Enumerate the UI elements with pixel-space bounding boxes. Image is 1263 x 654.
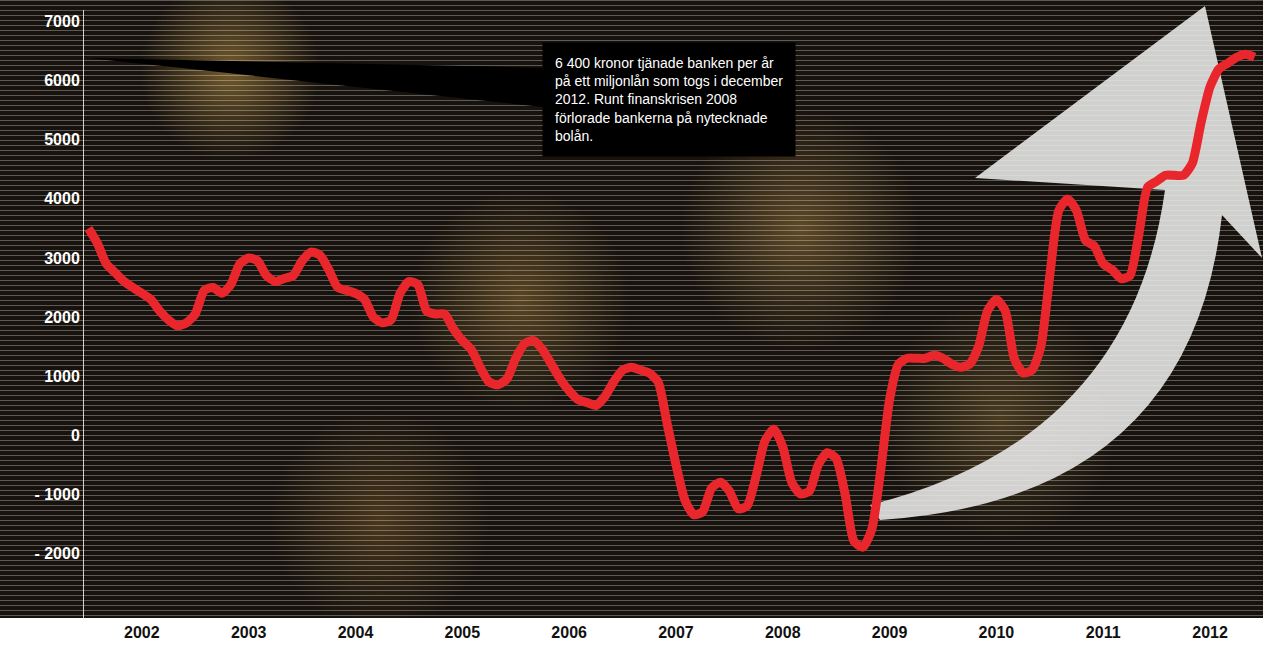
svg-text:2002: 2002 bbox=[124, 624, 160, 641]
svg-text:2005: 2005 bbox=[445, 624, 481, 641]
svg-text:6 400 kronor tjänade banken pe: 6 400 kronor tjänade banken per årpå ett… bbox=[555, 55, 783, 144]
svg-text:2009: 2009 bbox=[872, 624, 908, 641]
svg-text:7000: 7000 bbox=[44, 13, 80, 30]
svg-text:2010: 2010 bbox=[979, 624, 1015, 641]
svg-text:0: 0 bbox=[71, 427, 80, 444]
svg-text:5000: 5000 bbox=[44, 131, 80, 148]
svg-text:4000: 4000 bbox=[44, 190, 80, 207]
svg-text:- 1000: - 1000 bbox=[34, 486, 79, 503]
svg-text:2006: 2006 bbox=[551, 624, 587, 641]
svg-text:1000: 1000 bbox=[44, 368, 80, 385]
svg-text:2008: 2008 bbox=[765, 624, 801, 641]
svg-text:2003: 2003 bbox=[231, 624, 267, 641]
svg-text:2000: 2000 bbox=[44, 309, 80, 326]
svg-text:3000: 3000 bbox=[44, 250, 80, 267]
svg-text:6000: 6000 bbox=[44, 72, 80, 89]
svg-text:2012: 2012 bbox=[1192, 624, 1228, 641]
svg-text:2007: 2007 bbox=[658, 624, 694, 641]
svg-text:2011: 2011 bbox=[1086, 624, 1121, 641]
svg-text:- 2000: - 2000 bbox=[34, 545, 79, 562]
svg-text:2004: 2004 bbox=[338, 624, 374, 641]
